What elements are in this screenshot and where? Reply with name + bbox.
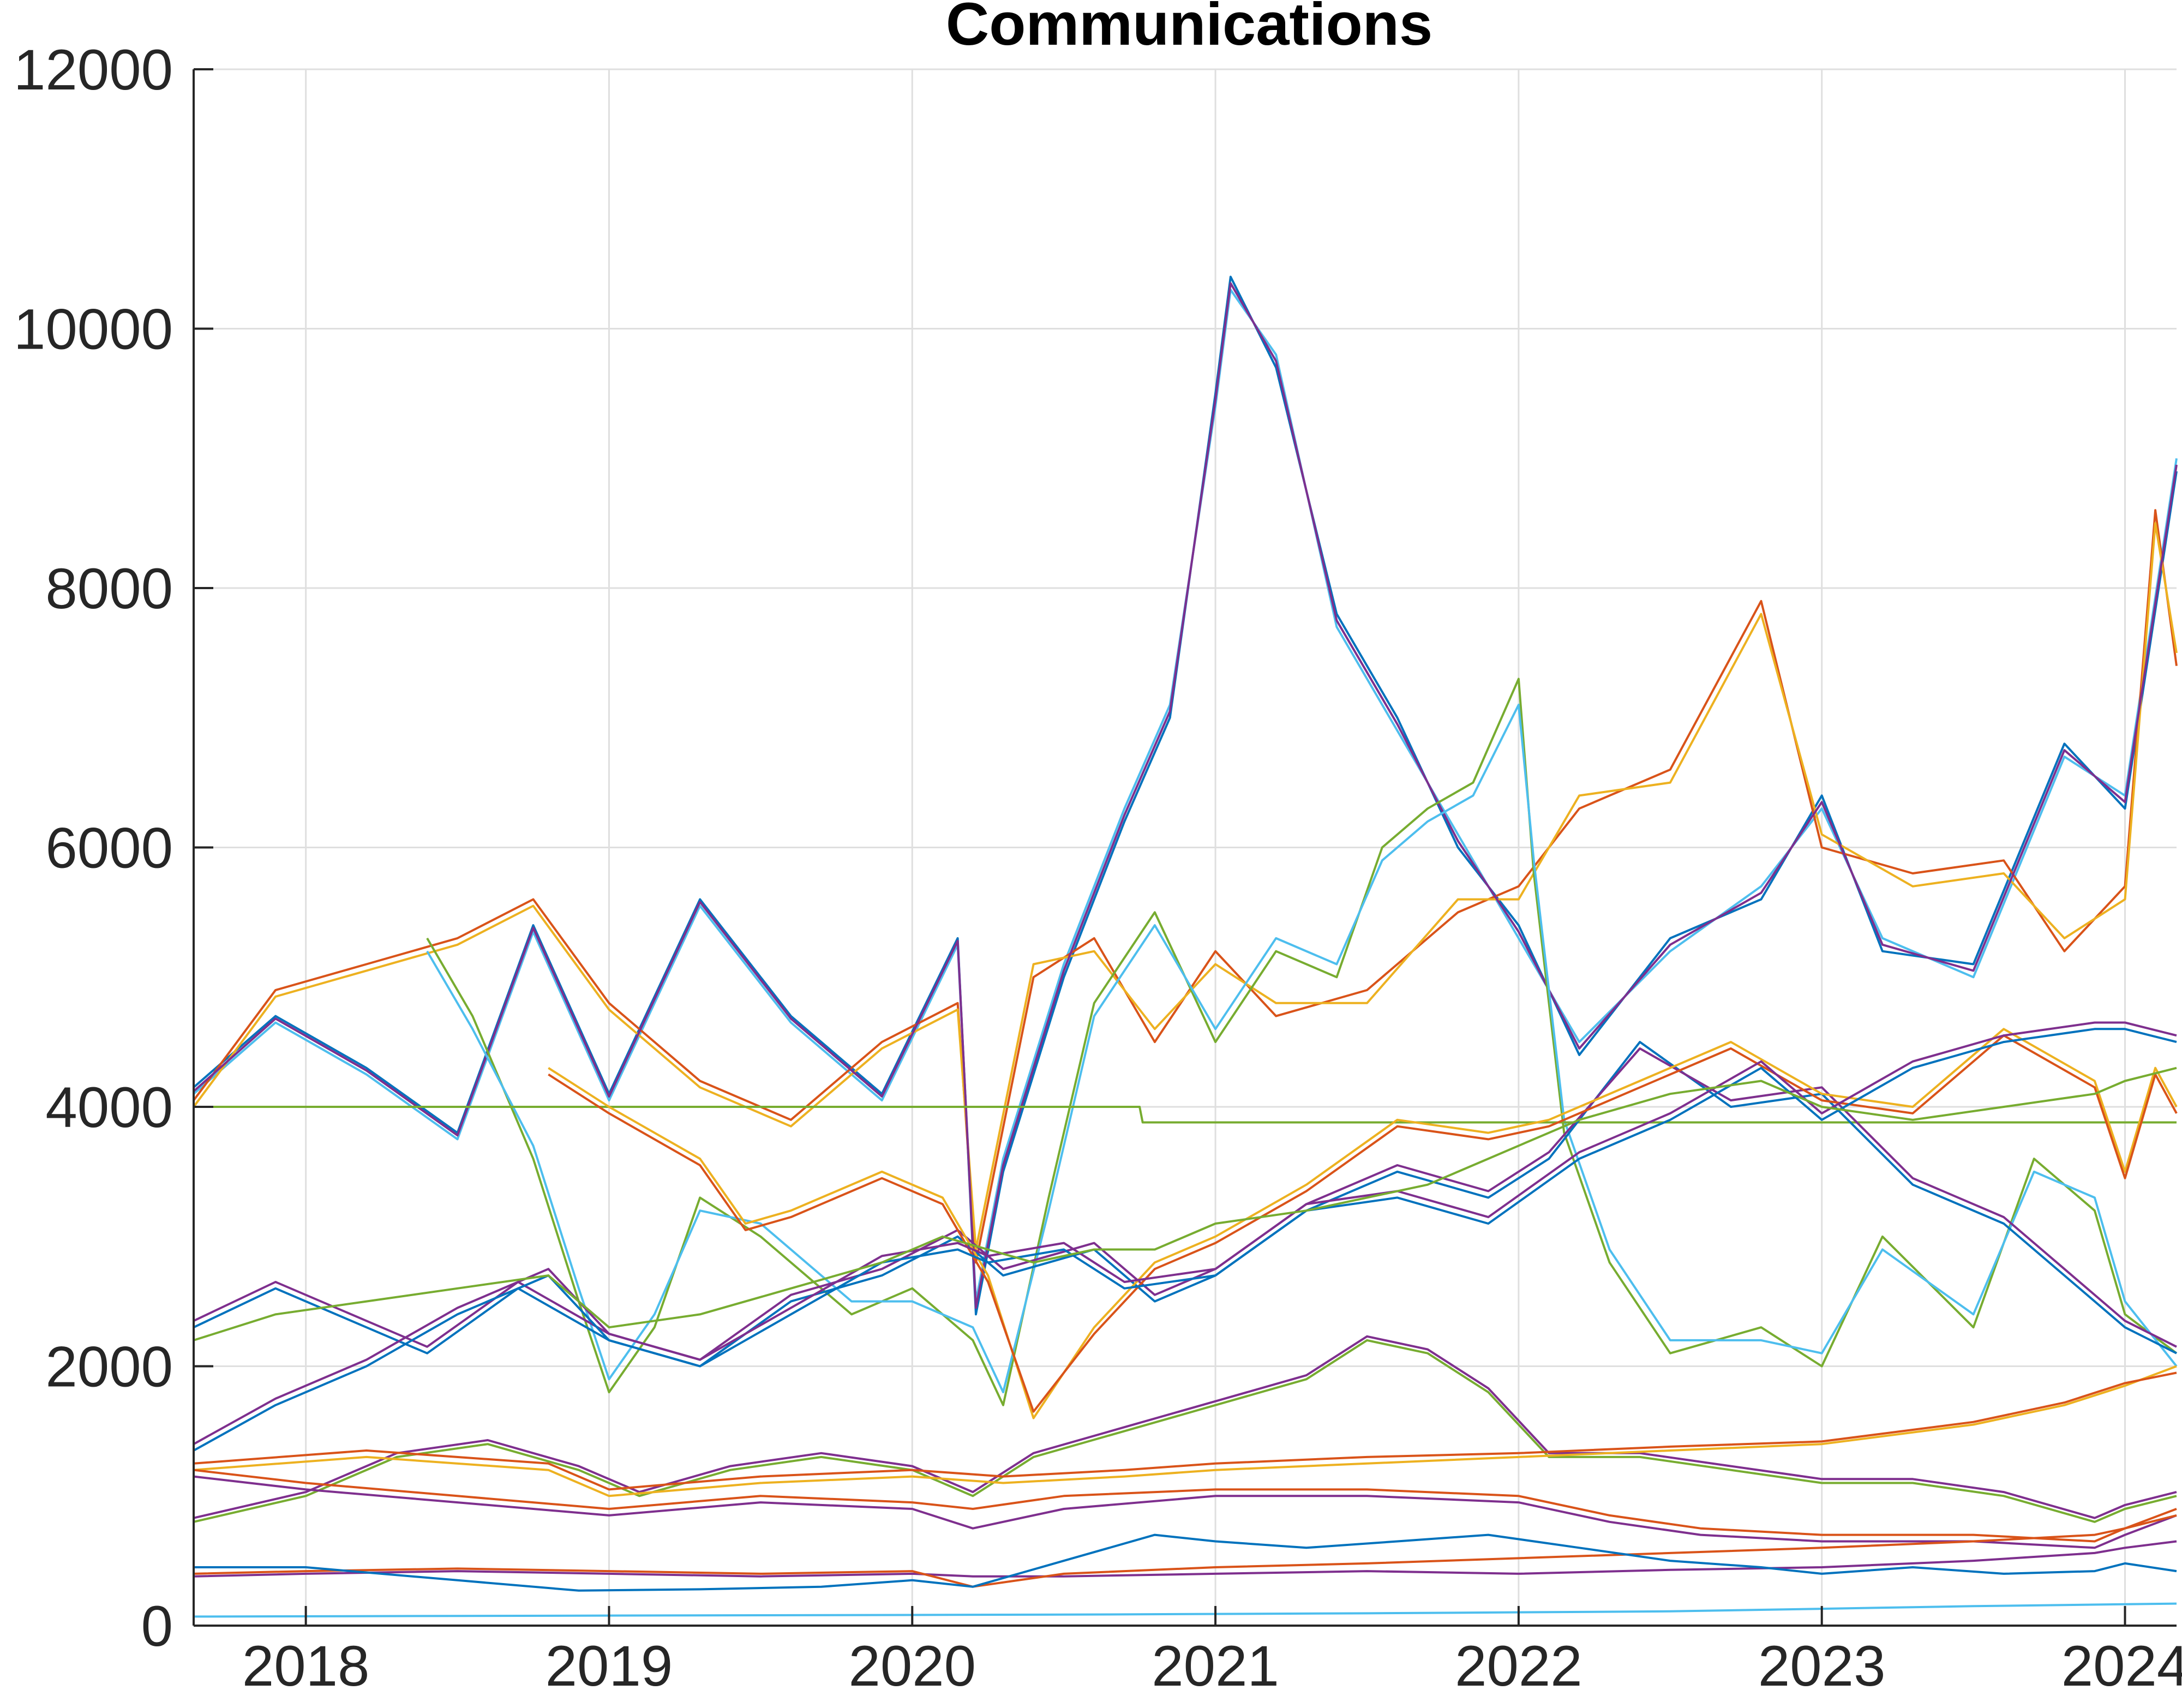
series-line-7 xyxy=(426,704,2178,1394)
x-tick-label: 2018 xyxy=(242,1634,370,1698)
y-tick-label: 0 xyxy=(141,1595,173,1658)
series-line-16 xyxy=(193,1339,2177,1523)
series-line-8 xyxy=(194,1106,2177,1124)
series-line-23 xyxy=(193,1514,2177,1588)
x-tick-label: 2019 xyxy=(546,1634,673,1698)
series-line-5 xyxy=(193,282,2178,1309)
series-line-20 xyxy=(193,1469,2177,1543)
series-group xyxy=(193,275,2178,1618)
series-line-14 xyxy=(193,1021,2177,1445)
y-tick-label: 4000 xyxy=(45,1076,173,1140)
x-tick-label: 2022 xyxy=(1455,1634,1582,1698)
x-tick-label: 2020 xyxy=(848,1634,976,1698)
series-line-3 xyxy=(193,509,2178,1264)
series-line-22 xyxy=(193,1540,2177,1578)
x-tick-label: 2023 xyxy=(1758,1634,1886,1698)
series-line-17 xyxy=(193,1335,2177,1519)
tick-labels: 0 2000 4000 6000 8000 10000 12000 2018 2019 2020 2… xyxy=(14,38,2182,1698)
series-line-19 xyxy=(193,1371,2177,1491)
series-line-9 xyxy=(193,1041,2177,1368)
y-tick-label: 10000 xyxy=(14,298,173,362)
y-tick-label: 2000 xyxy=(45,1335,173,1399)
x-tick-label: 2024 xyxy=(2061,1634,2182,1698)
x-tick-label: 2021 xyxy=(1152,1634,1279,1698)
axes xyxy=(193,68,2177,1627)
series-line-11 xyxy=(548,1028,2178,1419)
y-tick-label: 8000 xyxy=(45,557,173,621)
series-line-4 xyxy=(193,522,2178,1251)
series-line-24 xyxy=(194,1533,2177,1592)
y-tick-label: 6000 xyxy=(45,817,173,880)
chart-title: Communications xyxy=(946,0,1432,58)
series-line-15 xyxy=(193,1066,2177,1341)
series-line-10 xyxy=(193,1047,2177,1361)
series-line-21 xyxy=(193,1475,2177,1549)
series-line-13 xyxy=(193,1028,2177,1452)
series-line-18 xyxy=(193,1365,2177,1497)
y-tick-label: 12000 xyxy=(14,38,173,102)
